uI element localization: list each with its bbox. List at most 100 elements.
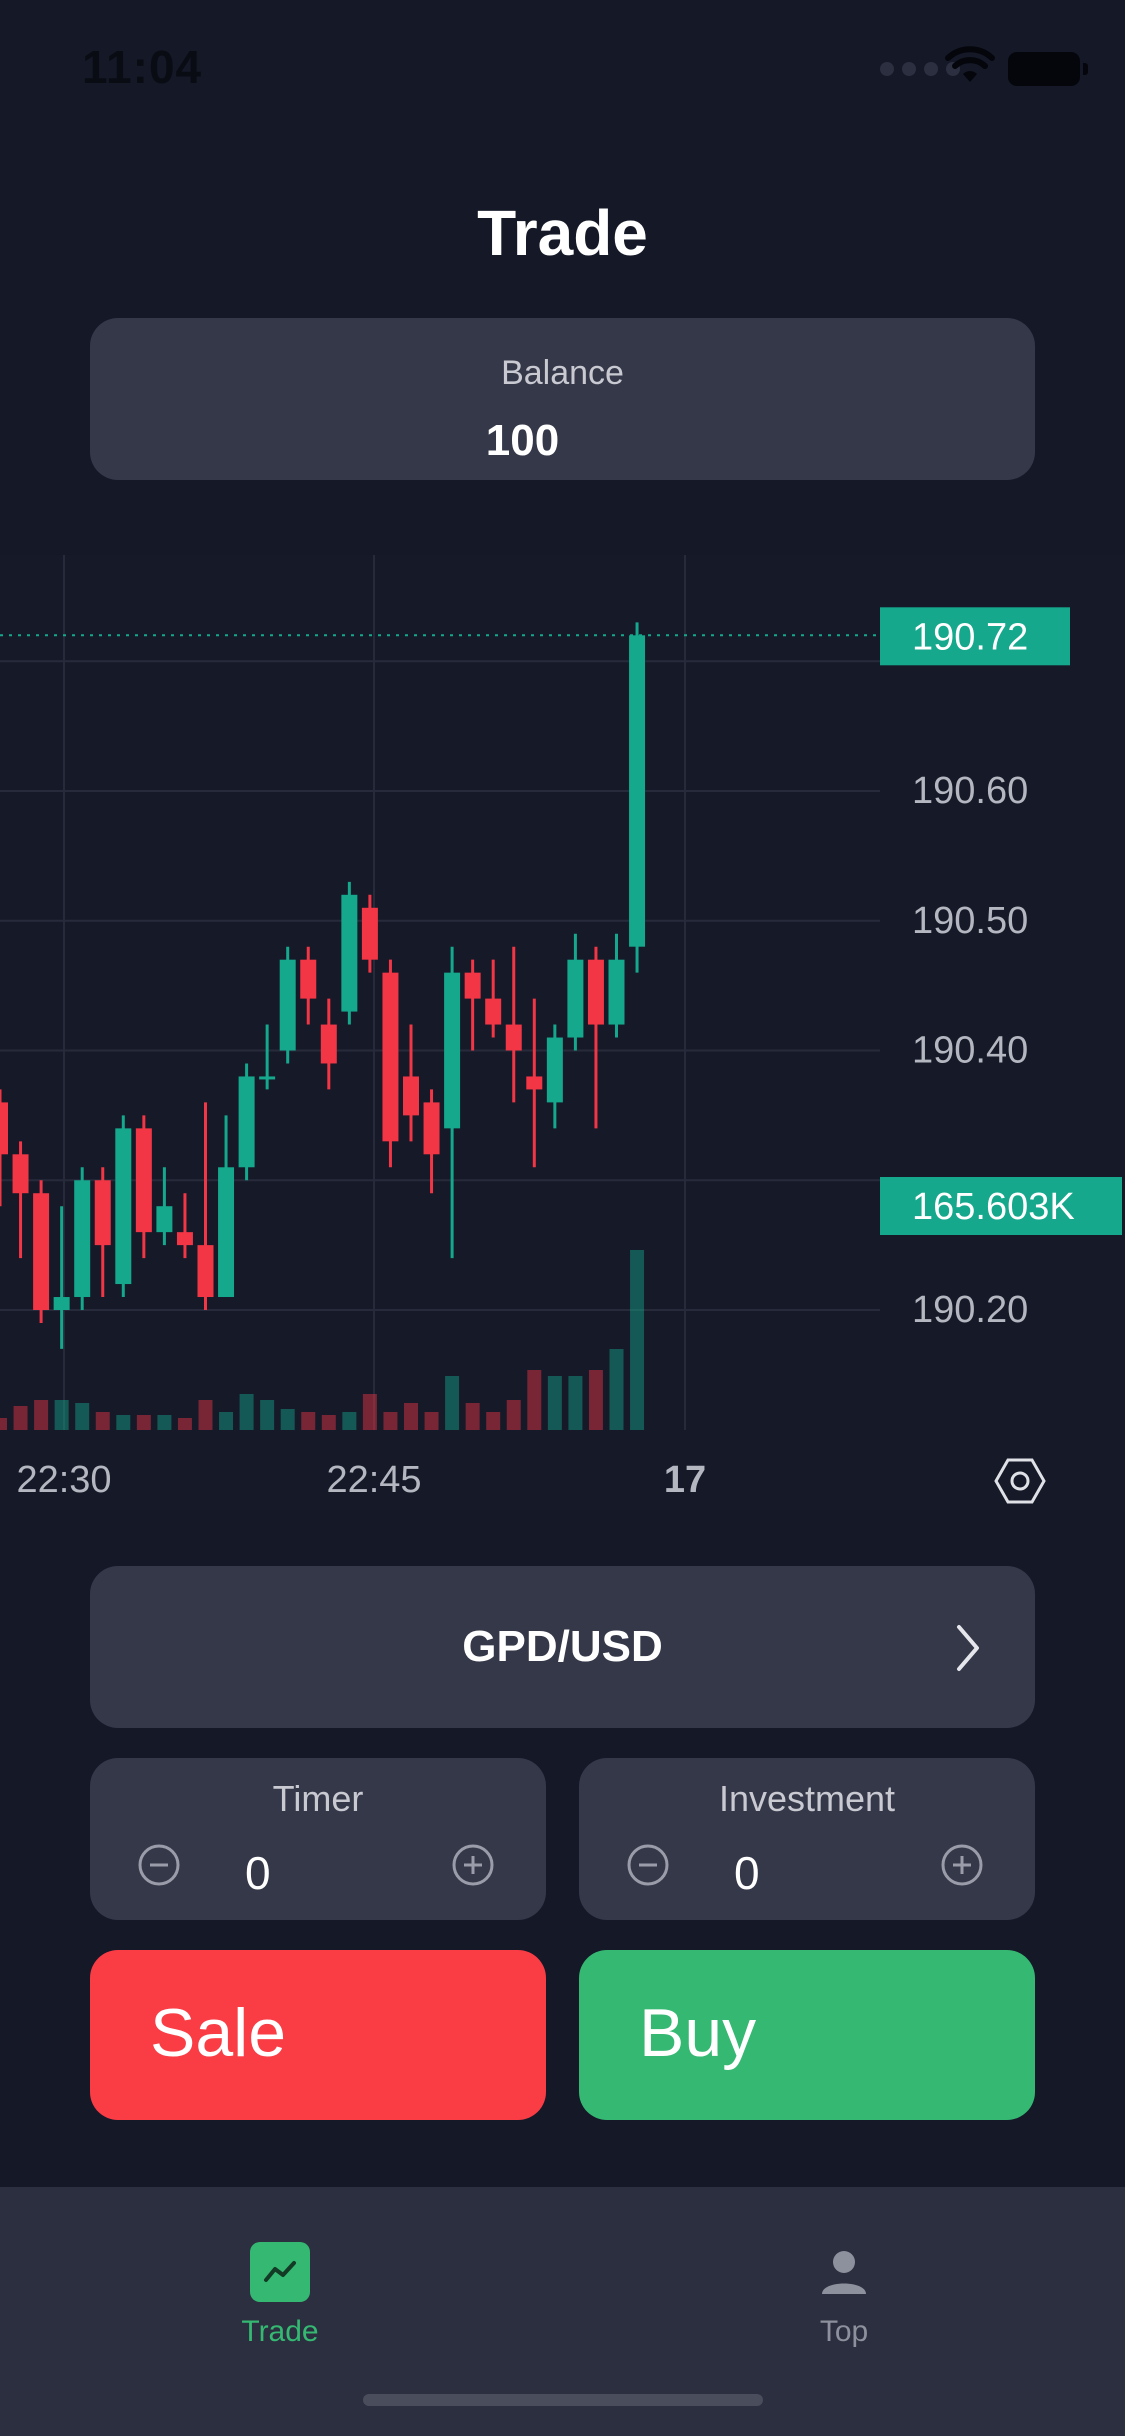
- candle: [444, 972, 461, 1129]
- home-indicator: [363, 2394, 763, 2406]
- volume-bar: [136, 1415, 151, 1430]
- volume-bar: [219, 1412, 234, 1430]
- volume-bar: [383, 1412, 398, 1430]
- tab-trade-label: Trade: [241, 2315, 319, 2348]
- candle: [341, 894, 358, 1012]
- volume-bar: [609, 1349, 624, 1430]
- candle: [567, 959, 584, 1038]
- buy-button[interactable]: Buy: [579, 1950, 1035, 2120]
- candle: [238, 1076, 255, 1168]
- candle: [300, 959, 317, 999]
- pair-label: GPD/USD: [462, 1622, 663, 1671]
- cellular-signal-icon: [880, 62, 976, 82]
- timer-label: Timer: [272, 1778, 364, 1819]
- candle: [12, 1154, 29, 1194]
- hexagon-center: [1010, 1471, 1030, 1491]
- x-tick-label: 17: [664, 1459, 706, 1501]
- status-bar: 11:04: [0, 0, 1125, 140]
- candle: [94, 1180, 111, 1246]
- volume-bar: [0, 1418, 7, 1430]
- last-price-tag: [880, 607, 1070, 666]
- user-icon: [822, 2251, 866, 2294]
- sale-button[interactable]: Sale: [90, 1950, 546, 2120]
- tab-trade[interactable]: Trade: [150, 2215, 410, 2348]
- candle: [485, 998, 502, 1025]
- candle: [279, 959, 296, 1051]
- pair-selector[interactable]: GPD/USD: [90, 1566, 1035, 1728]
- page-title: Trade: [477, 197, 648, 269]
- balance-label: Balance: [501, 354, 624, 392]
- y-tick-label: 190.40: [912, 1030, 1028, 1072]
- volume-bar: [280, 1409, 295, 1430]
- volume-bar: [465, 1403, 480, 1430]
- y-tick-label: 190.50: [912, 900, 1028, 942]
- volume-bar: [527, 1370, 542, 1430]
- volume-bar: [177, 1418, 192, 1430]
- trend-chart-icon: [250, 2242, 310, 2302]
- x-tick-label: 22:30: [16, 1459, 111, 1501]
- volume-bar: [404, 1403, 418, 1430]
- volume-bar: [362, 1394, 377, 1430]
- candle: [526, 1076, 543, 1090]
- candle: [546, 1037, 563, 1103]
- volume-bar: [34, 1400, 49, 1430]
- chart-settings-icon[interactable]: [994, 1458, 1046, 1504]
- sale-button-label: Sale: [150, 1995, 287, 2071]
- volume-bar: [75, 1403, 90, 1430]
- volume-bar: [568, 1376, 583, 1430]
- investment-plus-icon[interactable]: [939, 1842, 985, 1888]
- volume-bar: [157, 1415, 172, 1430]
- investment-stepper: Investment 0: [579, 1758, 1035, 1920]
- volume-bar: [547, 1376, 562, 1430]
- candle: [382, 972, 399, 1142]
- chevron-right-icon: [957, 1625, 979, 1671]
- volume-bar: [588, 1370, 603, 1430]
- candle: [259, 1076, 276, 1080]
- battery-icon: [1008, 52, 1088, 86]
- buy-button-label: Buy: [639, 1995, 757, 2071]
- volume-bar: [116, 1415, 131, 1430]
- last-price-label: 190.72: [912, 616, 1028, 658]
- candle: [53, 1297, 70, 1310]
- volume-bar: [198, 1400, 213, 1430]
- timer-plus-icon[interactable]: [450, 1842, 496, 1888]
- candle: [135, 1128, 152, 1233]
- candle: [464, 972, 481, 999]
- timer-value: 0: [245, 1847, 271, 1899]
- candle: [197, 1245, 214, 1298]
- volume-bar: [342, 1412, 357, 1430]
- timer-minus-icon[interactable]: [136, 1842, 182, 1888]
- wifi-icon: [945, 46, 995, 82]
- candle: [176, 1232, 193, 1246]
- price-chart[interactable]: 190.60 190.50 190.40 190.20 190.72 165.603K 22…: [0, 555, 1125, 1510]
- candle: [115, 1128, 132, 1285]
- balance-card: Balance 100: [90, 318, 1035, 480]
- candle: [0, 1102, 8, 1155]
- tab-top[interactable]: Top: [714, 2215, 974, 2348]
- volume-bar: [630, 1250, 645, 1430]
- volume-tag: [880, 1177, 1122, 1235]
- volume-bar: [424, 1412, 439, 1430]
- candle: [587, 959, 604, 1025]
- status-time: 11:04: [82, 41, 203, 93]
- volume-bar: [54, 1400, 69, 1430]
- volume-bar: [239, 1394, 254, 1430]
- x-tick-label: 22:45: [326, 1459, 421, 1501]
- candle: [320, 1024, 337, 1064]
- volume-bar: [260, 1400, 275, 1430]
- investment-minus-icon[interactable]: [625, 1842, 671, 1888]
- investment-label: Investment: [718, 1778, 896, 1819]
- candle: [423, 1102, 440, 1155]
- volume-bar: [321, 1415, 336, 1430]
- hexagon-outline: [994, 1458, 1046, 1504]
- candle: [156, 1206, 173, 1233]
- volume-bar: [95, 1412, 110, 1430]
- candle: [218, 1167, 235, 1298]
- volume-bar: [301, 1412, 316, 1430]
- candle: [74, 1180, 91, 1298]
- candle: [608, 959, 625, 1025]
- candle: [403, 1076, 419, 1116]
- candle: [505, 1024, 522, 1051]
- candle: [361, 907, 378, 960]
- candlestick-chart[interactable]: 190.60 190.50 190.40 190.20 190.72 165.603K 22…: [0, 555, 1125, 1510]
